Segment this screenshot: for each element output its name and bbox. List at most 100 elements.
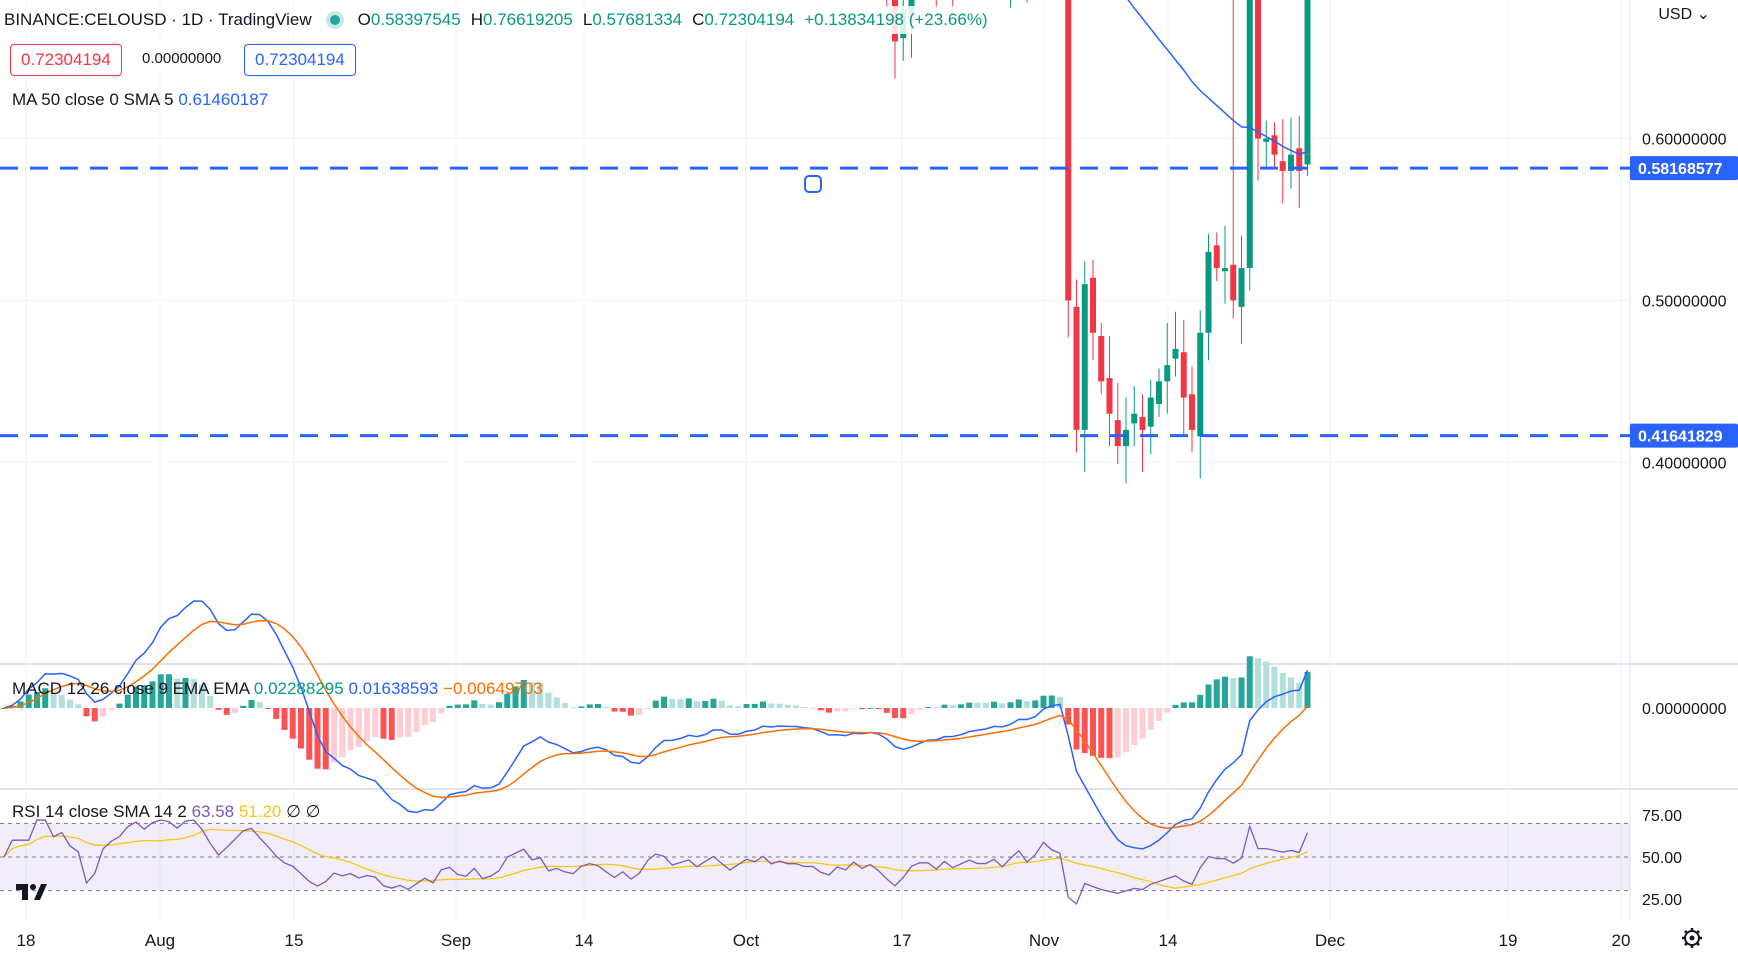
time-tick-label: 20 [1612,931,1631,950]
candle-body [1263,138,1270,142]
macd-bar [446,705,453,708]
gear-hub [1689,935,1695,941]
macd-bar [644,708,651,709]
macd-bar [281,708,288,730]
macd-bar [842,708,849,712]
gear-tooth [1684,942,1688,946]
macd-bar [174,678,181,708]
macd-bar [100,708,106,717]
macd-bar [388,708,395,740]
macd-bar [355,708,362,747]
macd-bar [991,701,997,708]
macd-bar [1156,708,1162,721]
macd-bar [1024,701,1030,708]
macd-bar [809,707,816,709]
macd-bar [199,684,205,708]
macd-bar [17,701,24,708]
macd-bar [157,674,164,708]
macd-bar [397,708,403,738]
currency-selector[interactable]: USD ⌄ [1658,4,1710,24]
rsi-legend[interactable]: RSI 14 close SMA 14 2 63.58 51.20 ∅ ∅ [12,802,320,822]
settings-gear-icon[interactable] [1682,928,1702,948]
macd-bar [232,708,238,713]
candle-body [1271,135,1278,155]
candle-body [1114,420,1121,447]
candle-body [1147,397,1154,427]
macd-bar [859,708,865,710]
macd-bar [900,708,907,719]
macd-bar [603,706,610,708]
macd-bar [67,699,73,708]
macd-bar [141,685,148,708]
macd-bar [1222,676,1228,708]
macd-bar [817,708,824,711]
macd-bar [413,708,420,733]
candle-body [1164,365,1171,382]
close-label: C [692,10,705,29]
macd-bar [826,708,832,713]
macd-bar [240,705,247,708]
open-label: O [357,10,371,29]
macd-bar [1090,708,1096,756]
macd-bar [273,708,280,719]
macd-bar [735,705,742,708]
macd-bar [83,708,90,717]
close-value: 0.72304194 [704,10,795,29]
rsi-tick-label: 25.00 [1642,892,1682,909]
macd-bar [306,708,313,760]
macd-bar [265,708,271,709]
macd-bar [1147,708,1154,730]
time-tick-label: Sep [441,931,471,950]
macd-bar [1304,671,1311,708]
candle-body [1222,268,1228,272]
macd-bar [1205,684,1212,708]
sell-price-button[interactable]: 0.72304194 [10,44,122,76]
macd-bar [1288,677,1294,708]
macd-bar [1172,704,1179,708]
chevron-down-icon: ⌄ [1696,6,1710,23]
macd-bar [430,708,436,723]
gear-tooth [1684,930,1688,934]
macd-bar [562,702,568,708]
macd-bar [166,674,172,708]
candle-body [1205,251,1212,333]
macd-bar [1139,708,1146,739]
macd-bar [751,703,758,708]
macd-bar [1180,702,1187,708]
macd-bar [661,696,667,708]
tradingview-logo-icon[interactable] [14,878,48,906]
macd-bar [743,704,750,708]
macd-bar [1271,666,1278,708]
macd-bar [91,708,98,722]
macd-bar [908,708,915,715]
buy-price-button[interactable]: 0.72304194 [244,44,356,76]
ma-legend[interactable]: MA 50 close 0 SMA 5 0.61460187 [12,90,268,110]
macd-bar [1015,699,1022,708]
macd-bar [182,678,189,708]
macd-bar [925,707,931,709]
macd-line [3,600,1309,850]
low-value: 0.57681334 [592,10,683,29]
macd-bar [652,700,659,708]
price-tick-label: 0.50000000 [1642,293,1727,310]
macd-bar [702,701,709,708]
macd-bar [1032,700,1039,708]
open-value: 0.58397545 [370,10,461,29]
level-label-box [1630,156,1738,181]
macd-bar [1098,708,1105,758]
macd-bar [364,708,370,742]
rsi-value: 63.58 [191,802,235,821]
macd-bar [25,694,32,708]
time-tick-label: Aug [145,931,175,950]
macd-bar [314,708,321,769]
macd-bar [669,698,676,708]
rsi-tick-label: 50.00 [1642,850,1682,867]
macd-bar [108,708,115,710]
macd-legend[interactable]: MACD 12 26 close 9 EMA EMA 0.02288295 0.… [12,679,543,699]
candle-body [1172,348,1179,359]
macd-bar [677,699,684,708]
line-drag-handle [804,175,822,193]
symbol-title[interactable]: BINANCE:CELOUSD · 1D · TradingView [4,10,312,29]
candle-body [1189,394,1195,430]
